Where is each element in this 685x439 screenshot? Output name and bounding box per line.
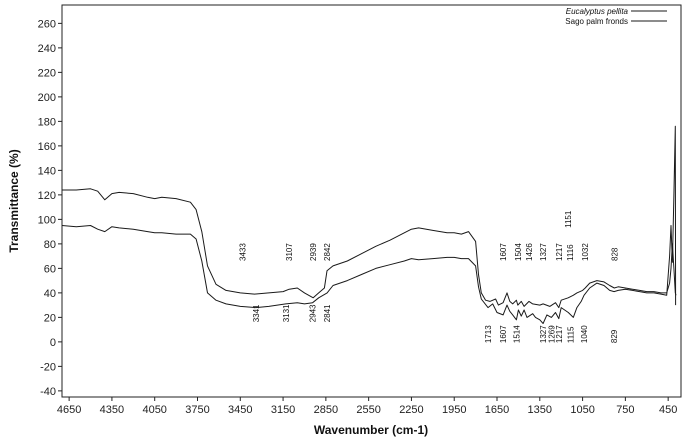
legend: Eucalyptus pellita Sago palm fronds xyxy=(565,7,667,26)
y-tick-label: 240 xyxy=(38,43,56,55)
peak-label: 1504 xyxy=(514,243,523,261)
peak-label: 829 xyxy=(610,329,619,343)
peak-label: 1426 xyxy=(525,243,534,261)
peak-label: 828 xyxy=(610,247,619,261)
peak-label: 1151 xyxy=(564,210,573,228)
peak-label: 1217 xyxy=(555,243,564,261)
peak-label: 2943 xyxy=(309,304,318,322)
legend-label-series-2: Sago palm fronds xyxy=(565,17,628,26)
x-tick-label: 2850 xyxy=(314,404,338,416)
x-tick-label: 4650 xyxy=(57,404,81,416)
x-tick-label: 1950 xyxy=(442,404,466,416)
peak-label: 1269 xyxy=(547,325,556,343)
peak-label: 1217 xyxy=(555,325,564,343)
peak-annotations: 3433 3107 2939 2842 1607 1504 1426 1327 1217 1116… xyxy=(239,210,620,343)
x-tick-label: 2250 xyxy=(399,404,423,416)
peak-label: 2841 xyxy=(323,304,332,322)
peak-label: 1116 xyxy=(566,244,575,261)
peak-label: 3341 xyxy=(252,304,261,322)
y-tick-label: 220 xyxy=(38,67,56,79)
y-tick-label: -20 xyxy=(40,361,56,373)
y-tick-label: 200 xyxy=(38,92,56,104)
x-axis: 4650 4350 4050 3750 3450 3150 2850 2550 2250 1950… xyxy=(57,397,677,416)
y-tick-label: 180 xyxy=(38,116,56,128)
series-line-1 xyxy=(62,188,677,309)
x-tick-label: 3150 xyxy=(271,404,295,416)
series-line-2 xyxy=(61,125,677,324)
peak-label: 1607 xyxy=(499,243,508,261)
x-tick-label: 750 xyxy=(616,404,634,416)
peak-label: 3433 xyxy=(239,243,248,261)
series-layer xyxy=(61,125,677,324)
y-tick-label: 40 xyxy=(44,288,56,300)
y-axis: -40 -20 0 20 40 60 80 100 120 140 160 180 200 220 240 2… xyxy=(38,18,62,398)
x-tick-label: 4350 xyxy=(100,404,124,416)
x-tick-label: 1350 xyxy=(528,404,552,416)
peak-label: 1327 xyxy=(539,325,548,343)
x-tick-label: 4050 xyxy=(142,404,166,416)
peak-label: 1032 xyxy=(581,243,590,261)
x-tick-label: 3450 xyxy=(228,404,252,416)
peak-label: 1327 xyxy=(539,243,548,261)
y-tick-label: 160 xyxy=(38,141,56,153)
y-tick-label: 260 xyxy=(38,18,56,30)
y-tick-label: 0 xyxy=(50,337,56,349)
peak-label: 3107 xyxy=(285,243,294,261)
peak-label: 3131 xyxy=(282,304,291,322)
x-tick-label: 3750 xyxy=(185,404,209,416)
peak-label: 2939 xyxy=(309,243,318,261)
y-tick-label: -40 xyxy=(40,386,56,398)
y-tick-label: 60 xyxy=(44,263,56,275)
x-tick-label: 1050 xyxy=(570,404,594,416)
peak-label: 1713 xyxy=(484,325,493,343)
y-tick-label: 20 xyxy=(44,312,56,324)
y-tick-label: 80 xyxy=(44,239,56,251)
x-tick-label: 1650 xyxy=(485,404,509,416)
x-tick-label: 450 xyxy=(659,404,677,416)
plot-area xyxy=(61,4,682,398)
x-axis-title: Wavenumber (cm-1) xyxy=(314,423,428,437)
y-axis-title: Transmittance (%) xyxy=(7,149,21,252)
legend-label-series-1: Eucalyptus pellita xyxy=(566,7,629,16)
peak-label: 1040 xyxy=(580,325,589,343)
y-tick-label: 140 xyxy=(38,165,56,177)
peak-label: 1115 xyxy=(567,326,576,343)
peak-label: 1514 xyxy=(512,325,521,343)
y-tick-label: 120 xyxy=(38,190,56,202)
peak-label: 1607 xyxy=(499,325,508,343)
peak-label: 2842 xyxy=(323,243,332,261)
x-tick-label: 2550 xyxy=(356,404,380,416)
y-tick-label: 100 xyxy=(38,214,56,226)
